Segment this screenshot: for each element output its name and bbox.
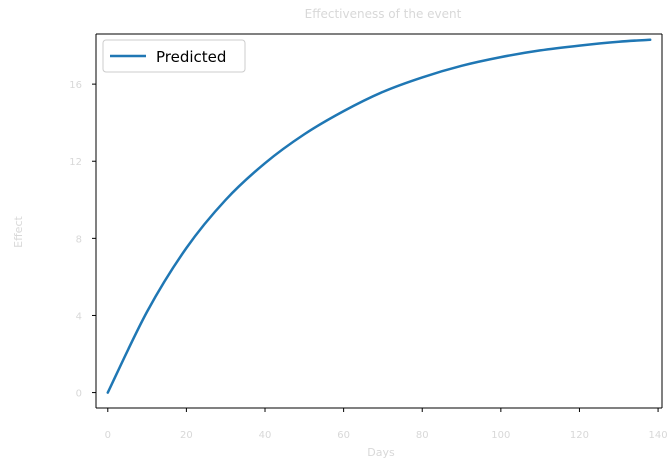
x-tick-label: 40	[259, 430, 272, 441]
y-tick-label: 4	[76, 311, 82, 322]
y-tick-label: 0	[76, 389, 82, 400]
x-tick-label: 60	[337, 430, 350, 441]
x-axis-label: Days	[367, 446, 395, 459]
legend: Predicted	[102, 39, 246, 73]
chart-title: Effectiveness of the event	[305, 7, 462, 21]
ticks: 0 20 40 60 80 100 120 140 0 4 8 12 16	[69, 80, 667, 441]
legend-label: Predicted	[156, 48, 226, 66]
series-line-0	[106, 38, 652, 394]
y-tick-label: 16	[69, 80, 82, 91]
plot-area	[96, 34, 662, 408]
x-tick-label: 140	[649, 430, 667, 441]
x-tick-label: 100	[491, 430, 510, 441]
series-lines	[106, 38, 652, 394]
y-axis-label: Effect	[12, 215, 25, 247]
x-tick-label: 20	[180, 430, 193, 441]
x-tick-label: 120	[570, 430, 589, 441]
y-tick-label: 8	[76, 234, 82, 245]
x-tick-label: 80	[416, 430, 429, 441]
legend-box	[102, 39, 246, 73]
x-tick-label: 0	[105, 430, 111, 441]
y-tick-label: 12	[69, 157, 82, 168]
